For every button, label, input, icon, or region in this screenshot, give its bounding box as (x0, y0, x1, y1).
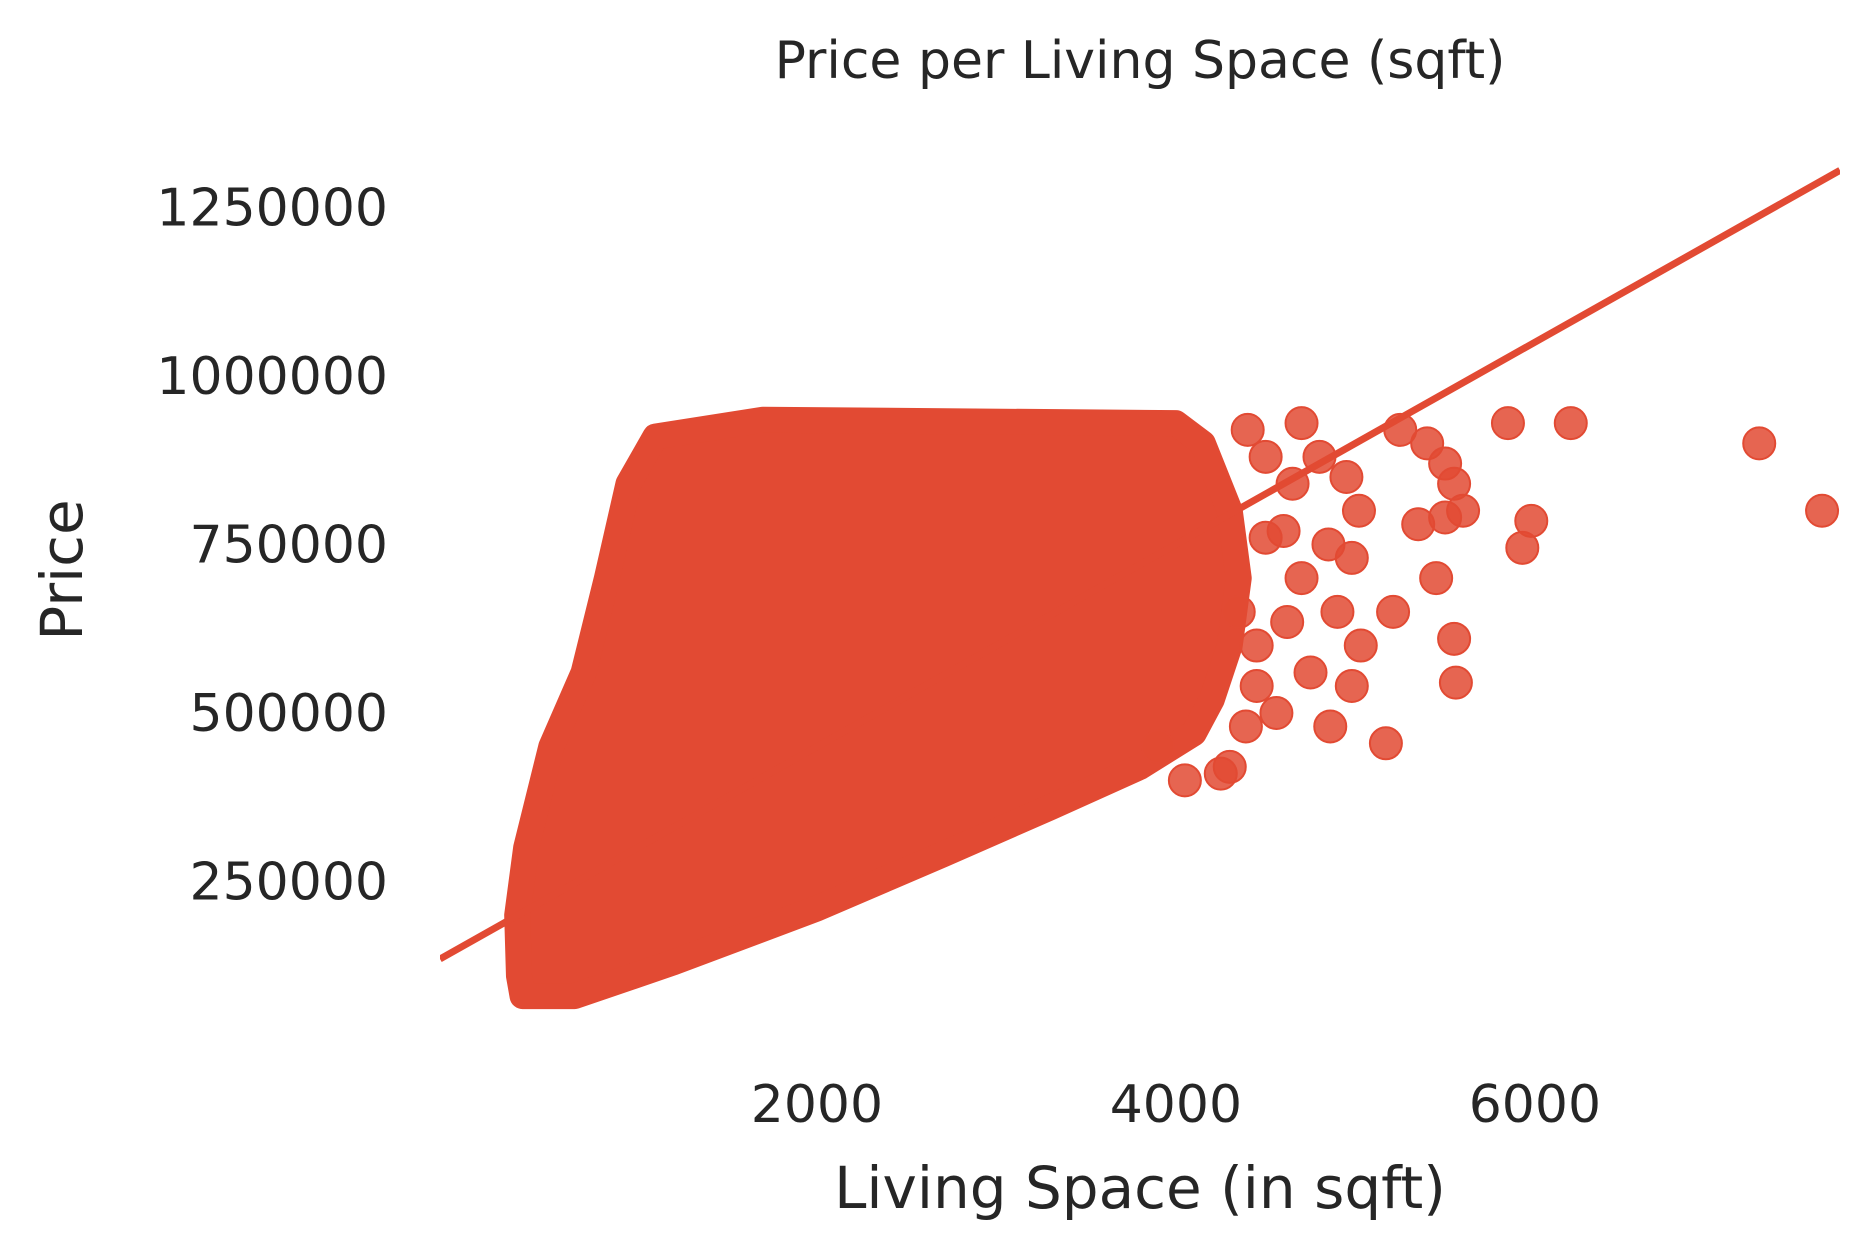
x-tick-label: 2000 (751, 1075, 883, 1135)
y-tick-label: 750000 (189, 515, 388, 575)
scatter-point (1320, 594, 1355, 629)
scatter-point (1505, 530, 1540, 565)
scatter-point (1490, 406, 1525, 441)
scatter-point (1248, 439, 1283, 474)
scatter-point (1437, 621, 1472, 656)
scatter-point (1419, 561, 1454, 596)
scatter-point (1805, 493, 1840, 528)
scatter-point (1313, 709, 1348, 744)
y-tick-label: 1250000 (156, 178, 388, 238)
scatter-point (1270, 604, 1305, 639)
scatter-point (1343, 628, 1378, 663)
scatter-point (1293, 655, 1328, 690)
scatter-point (1221, 594, 1256, 629)
y-tick-label: 250000 (189, 852, 388, 912)
scatter-point (1140, 729, 1175, 764)
scatter-point (1228, 709, 1263, 744)
y-tick-label: 500000 (189, 684, 388, 744)
x-tick-label: 6000 (1469, 1075, 1601, 1135)
scatter-point (1341, 493, 1376, 528)
scatter-point (1248, 520, 1283, 555)
scatter-point (1203, 756, 1238, 791)
scatter-point (1742, 426, 1777, 461)
y-tick-label: 1000000 (156, 347, 388, 407)
x-tick-label: 4000 (1110, 1075, 1242, 1135)
scatter-point (1284, 406, 1319, 441)
scatter-point (1329, 460, 1364, 495)
scatter-point (1302, 439, 1337, 474)
y-axis-label: Price (28, 499, 96, 641)
scatter-point (1376, 594, 1411, 629)
chart-title: Price per Living Space (sqft) (775, 31, 1506, 91)
regression-line (440, 167, 1840, 963)
scatter-point (1239, 628, 1274, 663)
scatter-point (1230, 412, 1265, 447)
x-tick-labels: 2000 4000 6000 (751, 1075, 1601, 1135)
scatter-point (1368, 726, 1403, 761)
scatter-point (1167, 763, 1202, 798)
scatter-point (1239, 669, 1274, 703)
scatter-point (1284, 561, 1319, 596)
scatter-point (1553, 406, 1588, 441)
plot-area (440, 167, 1840, 1010)
scatter-point (1259, 695, 1294, 730)
x-axis-label: Living Space (in sqft) (834, 1154, 1446, 1222)
scatter-point (1383, 412, 1418, 447)
dense-point-cloud (504, 406, 1252, 1010)
scatter-point (1401, 507, 1436, 542)
scatter-point (1438, 665, 1473, 700)
scatter-point (1275, 466, 1310, 501)
y-tick-labels: 250000 500000 750000 1000000 1250000 (156, 178, 388, 912)
scatter-point (1334, 669, 1369, 703)
scatter-point (1311, 527, 1346, 562)
